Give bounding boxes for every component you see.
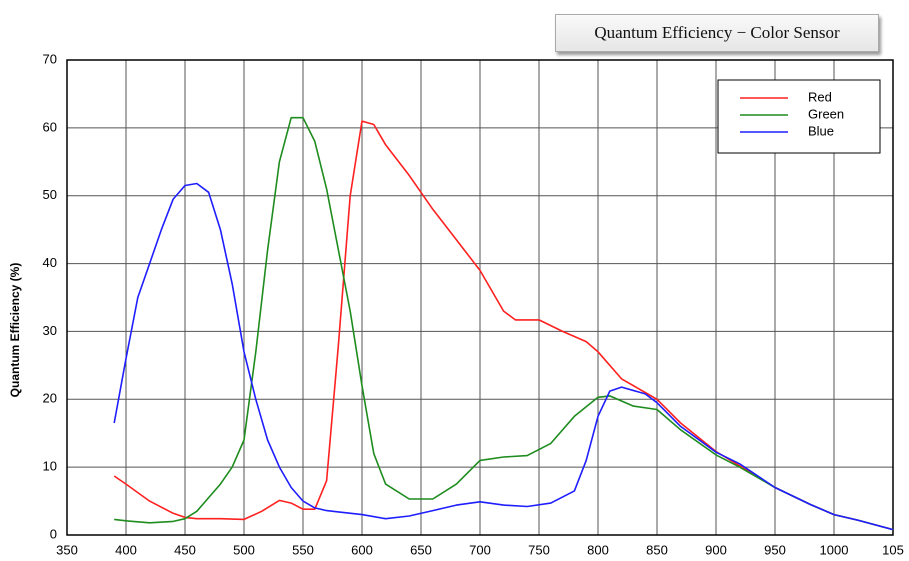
y-tick-label: 50: [43, 187, 57, 202]
y-tick-label: 60: [43, 119, 57, 134]
x-tick-label: 350: [56, 542, 78, 557]
x-tick-label: 650: [410, 542, 432, 557]
y-tick-label: 70: [43, 51, 57, 66]
plot-frame: [66, 59, 894, 536]
x-tick-label: 500: [233, 542, 255, 557]
x-tick-label: 450: [174, 542, 196, 557]
y-axis-label: Quantum Efficiency (%): [8, 263, 22, 398]
y-tick-label: 20: [43, 391, 57, 406]
x-tick-label: 105: [882, 542, 904, 557]
y-tick-label: 0: [50, 526, 57, 541]
x-tick-label: 400: [115, 542, 137, 557]
x-tick-label: 750: [528, 542, 550, 557]
x-tick-label: 800: [587, 542, 609, 557]
x-tick-label: 950: [764, 542, 786, 557]
x-tick-label: 1000: [820, 542, 849, 557]
series-line: [113, 120, 894, 531]
x-tick-label: 850: [646, 542, 668, 557]
x-tick-label: 700: [469, 542, 491, 557]
chart-title-button[interactable]: Quantum Efficiency − Color Sensor: [555, 14, 879, 52]
legend-label: Blue: [808, 123, 834, 138]
x-tick-label: 600: [351, 542, 373, 557]
x-tick-label: 900: [705, 542, 727, 557]
y-tick-label: 40: [43, 255, 57, 270]
legend-box: [717, 79, 881, 154]
series-line: [114, 116, 894, 531]
legend-label: Green: [808, 106, 844, 121]
series-line: [113, 182, 894, 531]
y-tick-label: 10: [43, 459, 57, 474]
legend-label: Red: [808, 89, 832, 104]
x-tick-label: 550: [292, 542, 314, 557]
y-tick-label: 30: [43, 323, 57, 338]
